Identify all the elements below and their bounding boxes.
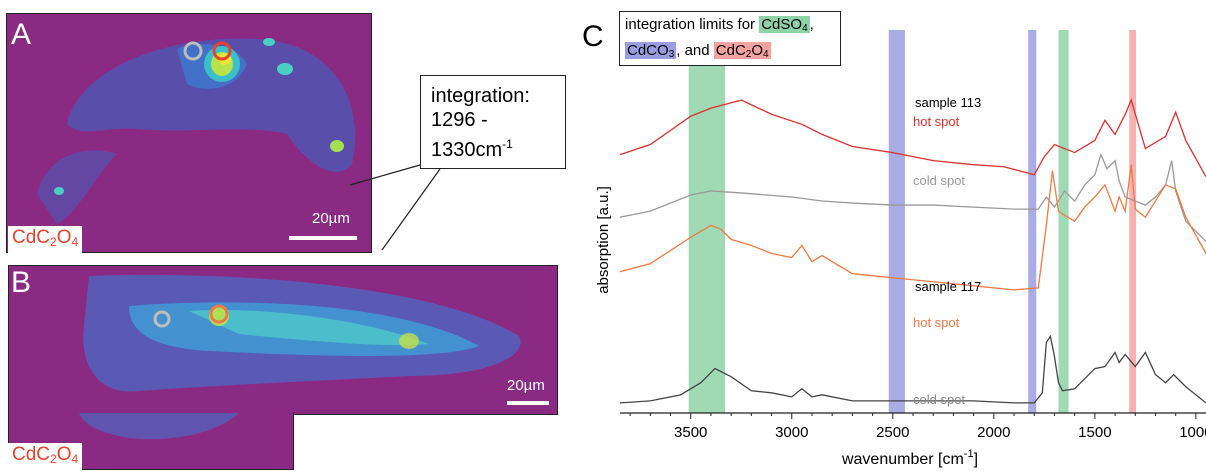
scale-label-a: 20µm [312, 210, 350, 227]
x-tick-label-1500: 1500 [1078, 424, 1111, 441]
callout-line-2: 1296 - [431, 109, 488, 131]
annotation-cold-spot-113: cold spot [913, 173, 965, 188]
legend-cdco3: CdCO3 [625, 42, 677, 60]
cold-spot-marker-a [183, 41, 203, 61]
map-a-hotspots [37, 38, 356, 224]
legend-comma: , [809, 16, 814, 33]
spectrum-line-2 [619, 164, 1206, 291]
spectrum-line-3 [619, 334, 1206, 404]
panel-letter-b: B [11, 266, 32, 299]
compound-label-b: CdC2O4 [8, 443, 83, 471]
callout-line-1: integration: [431, 85, 530, 107]
panel-letter-a: A [11, 18, 32, 51]
x-axis-label: wavenumber [cm-1] [841, 448, 978, 468]
legend-prefix: integration limits for [625, 16, 760, 33]
band-cdso4-3 [1058, 30, 1069, 413]
map-panel-b [8, 265, 558, 415]
annotation-hot-spot-117: hot spot [913, 315, 960, 330]
compound-label-a: CdC2O4 [8, 226, 83, 254]
scale-bar-b [507, 401, 549, 405]
map-b-hotspots [83, 274, 521, 392]
x-tick-label-2500: 2500 [876, 424, 909, 441]
spectrum-line-1 [619, 152, 1206, 242]
integration-limits-legend: integration limits for CdSO4, CdCO3, and… [619, 11, 841, 66]
band-cdco3-2 [1028, 30, 1037, 413]
hot-spot-marker-b [209, 304, 229, 324]
hot-spot-marker-a [212, 41, 232, 61]
band-cdco3-1 [888, 30, 905, 413]
x-tick-label-3000: 3000 [775, 424, 808, 441]
x-axis-ticks: 3500 3000 2500 2000 1500 1000 [629, 413, 1206, 441]
scale-bar-a [289, 236, 357, 240]
cold-spot-marker-b [153, 310, 171, 328]
band-cdc2o4-4 [1129, 30, 1137, 413]
legend-cdso4: CdSO4 [759, 16, 810, 34]
annotation-sample-113: sample 113 [915, 95, 981, 110]
spectra-lines [619, 98, 1206, 404]
x-tick-label-2000: 2000 [977, 424, 1010, 441]
legend-and: , and [676, 42, 714, 59]
callout-line-3: 1330cm-1 [431, 137, 513, 161]
band-cdso4-0 [688, 30, 726, 413]
annotation-hot-spot-113: hot spot [913, 114, 960, 129]
x-tick-label-1000: 1000 [1179, 424, 1206, 441]
panel-letter-c: C [582, 20, 604, 53]
map-b-lower-fill [79, 413, 239, 440]
y-axis-label: absorption [a.u.] [595, 186, 612, 294]
map-panel-a [6, 13, 372, 253]
scale-label-b: 20µm [507, 377, 545, 394]
spectrum-line-0 [619, 98, 1206, 178]
integration-callout: integration: 1296 - 1330cm-1 [420, 75, 566, 169]
callout-leader-lines [349, 164, 441, 251]
legend-cdc2o4: CdC2O4 [713, 42, 771, 60]
annotation-sample-117: sample 117 [915, 279, 981, 294]
annotation-cold-spot-117: cold spot [913, 392, 965, 407]
integration-bands [688, 30, 1137, 413]
x-tick-label-3500: 3500 [674, 424, 707, 441]
